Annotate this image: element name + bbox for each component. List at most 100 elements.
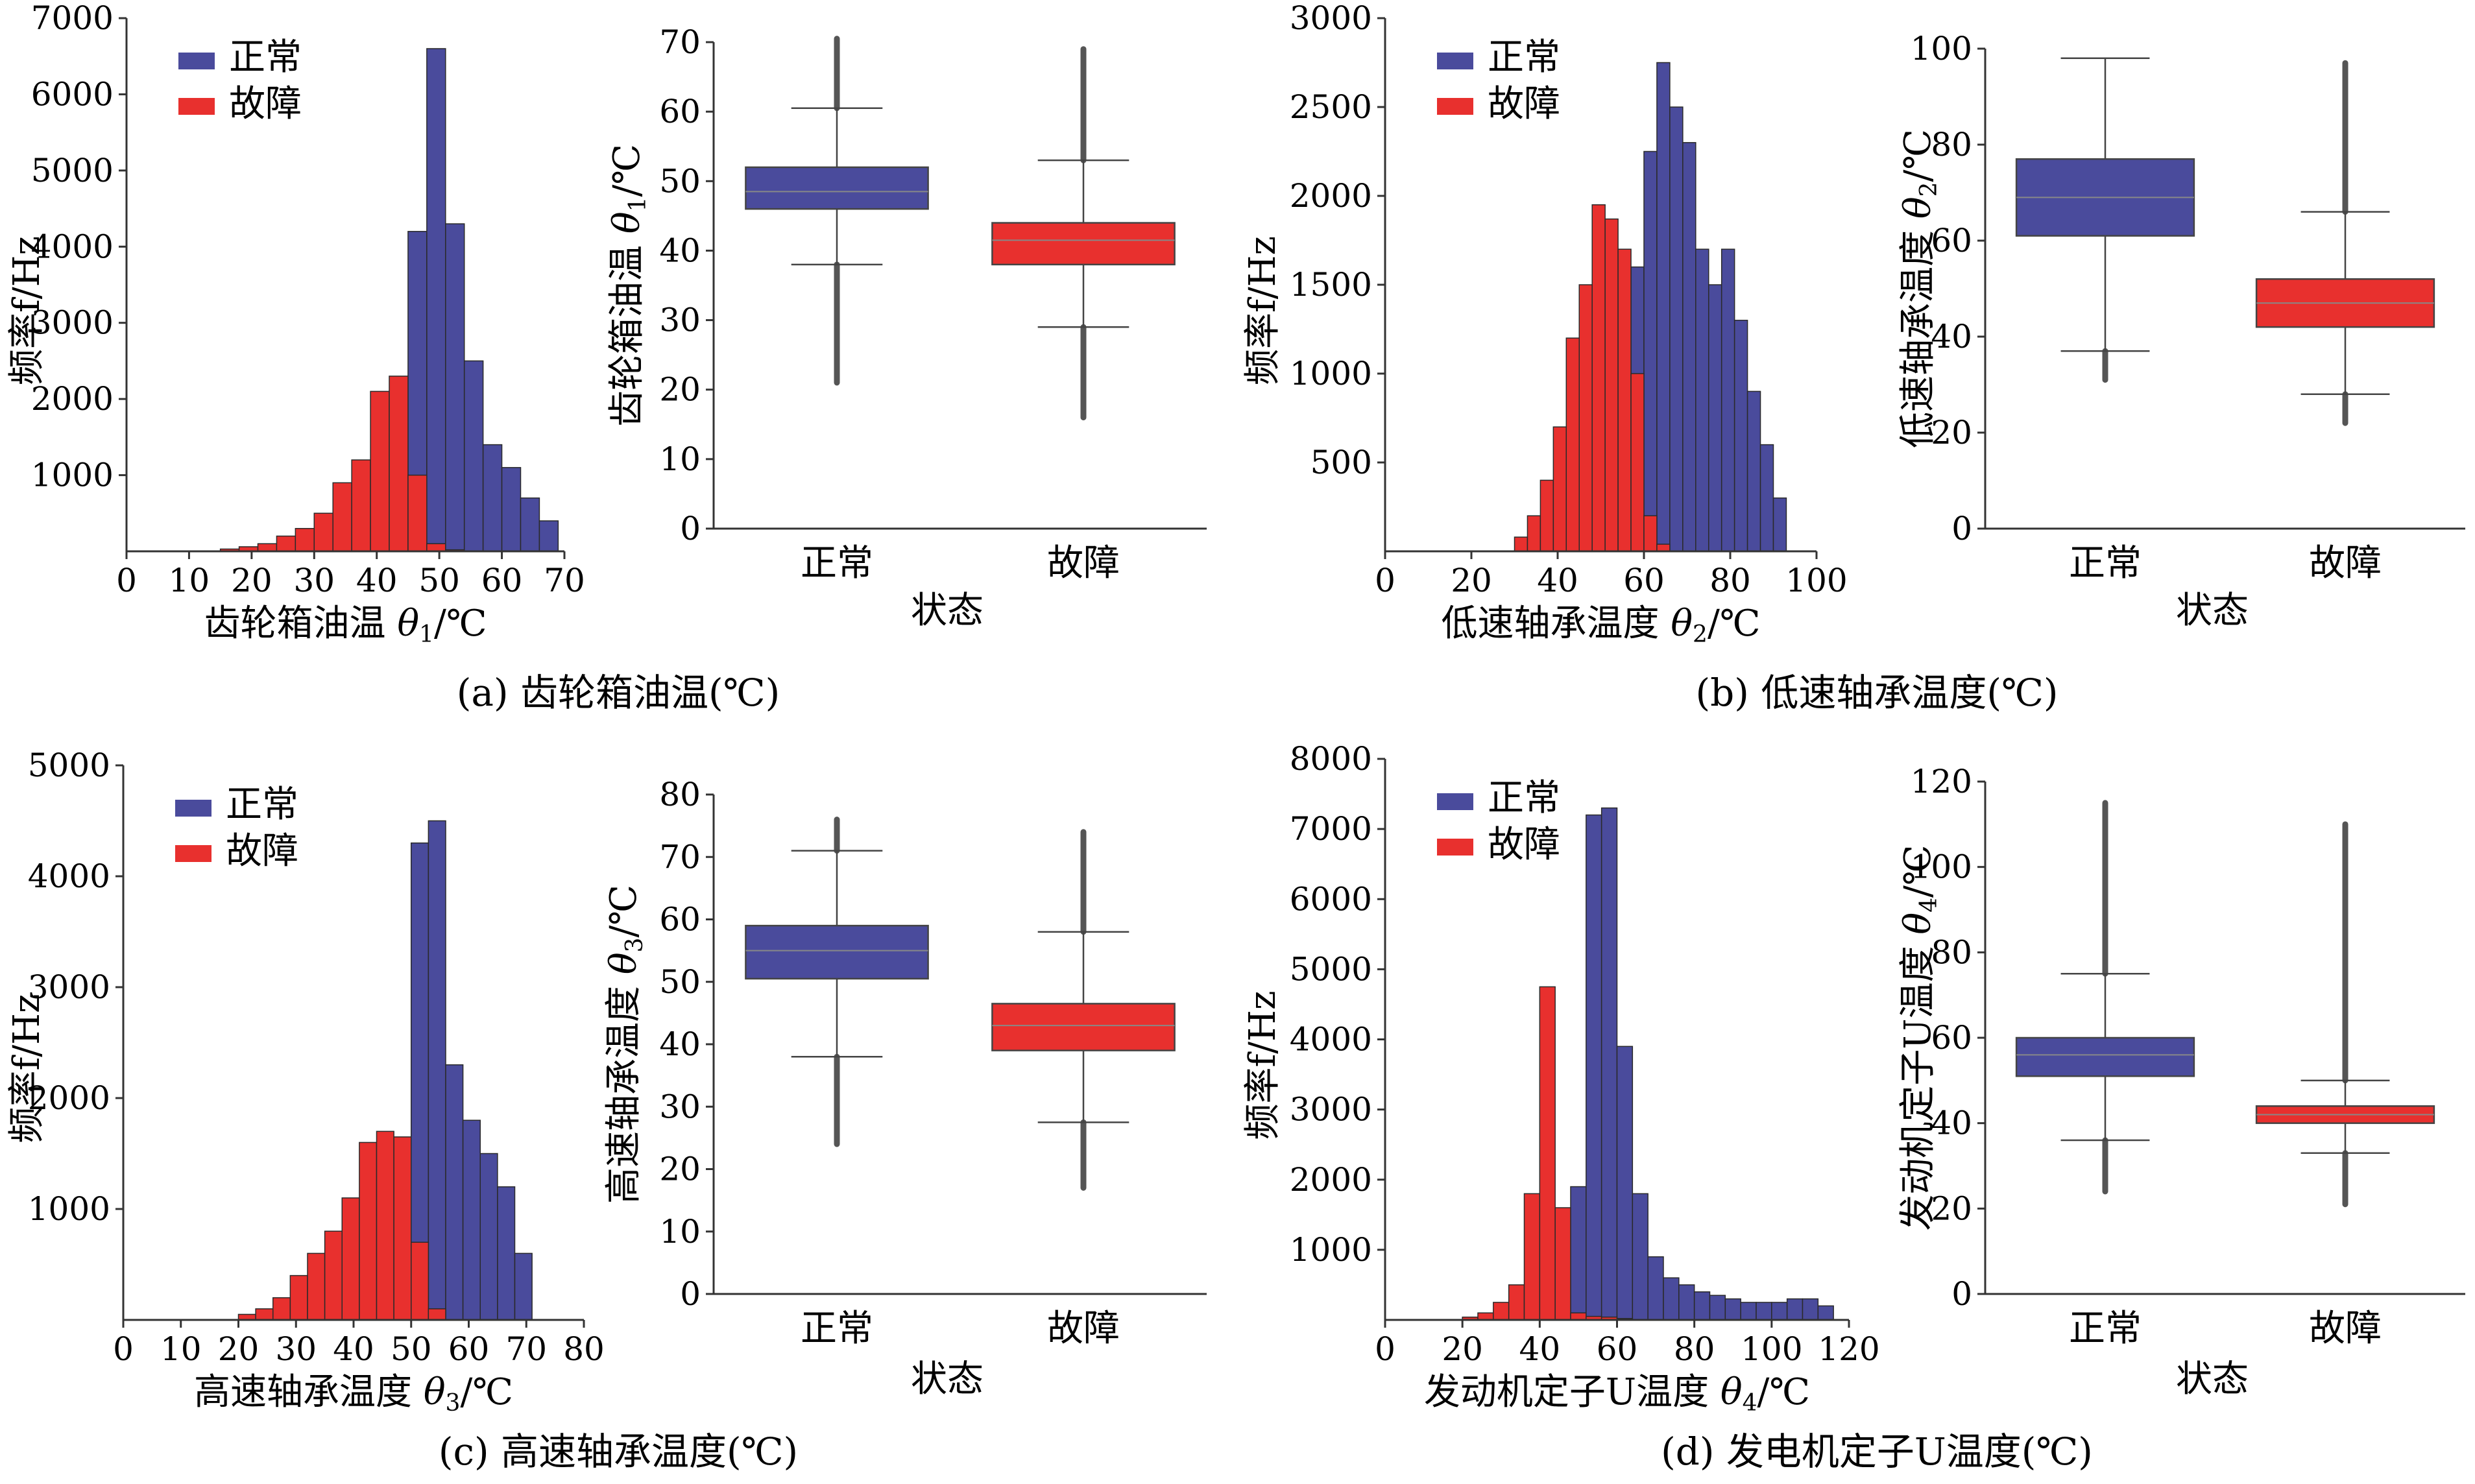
hist-bar-fault <box>411 1241 429 1321</box>
x-tick-label: 40 <box>356 562 398 599</box>
hist-bar-normal <box>1695 248 1709 552</box>
box-normal <box>745 166 929 210</box>
x-tick-label: 50 <box>418 562 460 599</box>
x-category-label-fault: 故障 <box>2309 542 2382 584</box>
y-tick-label: 40 <box>1931 1105 1972 1142</box>
x-tick-label: 30 <box>293 562 335 599</box>
x-tick-label: 40 <box>1519 1330 1561 1368</box>
x-tick-label: 0 <box>1375 1330 1395 1368</box>
legend-label-normal: 正常 <box>226 784 298 826</box>
x-axis-title: 低速轴承温度 θ2/℃ <box>1442 603 1761 648</box>
hist-bar-fault <box>351 459 371 552</box>
y-tick-label: 80 <box>1931 933 1972 971</box>
hist-bar-fault <box>1527 515 1541 552</box>
x-tick-label: 50 <box>391 1330 432 1368</box>
y-tick-label: 4000 <box>28 857 110 895</box>
y-tick-label: 3000 <box>1290 0 1372 37</box>
hist-bar-normal <box>426 48 446 552</box>
y-tick-label: 5000 <box>28 747 110 784</box>
hist-bar-normal <box>1772 497 1787 552</box>
y-tick-label: 60 <box>1931 1019 1972 1057</box>
y-tick-label: 100 <box>1911 30 1972 67</box>
hist-bar-fault <box>1591 204 1606 552</box>
y-tick-label: 0 <box>1951 1275 1972 1313</box>
y-tick-label: 60 <box>659 901 701 939</box>
y-tick-label: 20 <box>659 371 701 409</box>
hist-bar-fault <box>1565 337 1580 552</box>
hist-bar-fault <box>307 1252 326 1321</box>
hist-bar-normal <box>482 444 503 552</box>
y-tick-label: 30 <box>659 302 701 339</box>
x-tick-label: 30 <box>275 1330 317 1368</box>
caption-d: (d) 发电机定子U温度(℃) <box>1661 1430 2093 1474</box>
x-tick-label: 20 <box>218 1330 260 1368</box>
hist-bar-normal <box>1632 1193 1648 1321</box>
hist-bar-normal <box>1570 1186 1587 1321</box>
hist-bar-fault <box>1514 536 1528 552</box>
x-tick-label: 60 <box>481 562 523 599</box>
y-tick-label: 10 <box>659 1213 701 1251</box>
legend-swatch-normal <box>1437 53 1473 69</box>
caption-b: (b) 低速轴承温度(℃) <box>1696 671 2058 715</box>
hist-bar-normal <box>1817 1305 1834 1321</box>
hist-bar-normal <box>1759 444 1774 552</box>
x-tick-label: 20 <box>1442 1330 1483 1368</box>
hist-bar-normal <box>1802 1298 1819 1321</box>
y-tick-label: 8000 <box>1290 740 1372 778</box>
y-tick-label: 3000 <box>28 968 110 1006</box>
hist-bar-normal <box>1600 807 1618 1321</box>
y-tick-label: 60 <box>659 93 701 130</box>
histogram-low-speed-bearing-temp: 0 20 40 60 80 100 500 1000 1500 2000 2500 3000 正常故障低… <box>1242 0 1848 648</box>
y-tick-label: 70 <box>659 23 701 61</box>
legend-swatch-fault <box>1437 98 1473 115</box>
hist-bar-normal <box>514 1252 533 1321</box>
hist-bar-normal <box>479 1153 498 1321</box>
y-axis-title: 频率f/Hz <box>6 994 48 1143</box>
x-tick-label: 80 <box>1709 562 1751 599</box>
legend-swatch-fault <box>178 98 215 115</box>
legend-swatch-fault <box>175 845 211 862</box>
caption-a: (a) 齿轮箱油温(℃) <box>457 671 780 715</box>
y-tick-label: 6000 <box>31 75 114 113</box>
box-fault <box>991 222 1176 266</box>
hist-bar-fault <box>1630 373 1645 552</box>
legend-swatch-fault <box>1437 839 1473 856</box>
hist-bar-fault <box>1539 479 1554 552</box>
hist-bar-fault <box>289 1275 308 1321</box>
hist-bar-fault <box>1539 986 1556 1321</box>
hist-bar-normal <box>463 360 484 552</box>
hist-bar-fault <box>341 1197 360 1321</box>
hist-bar-normal <box>1740 1302 1757 1321</box>
legend-swatch-normal <box>178 53 215 69</box>
hist-bar-fault <box>376 1131 394 1321</box>
hist-bar-fault <box>257 543 278 552</box>
x-tick-label: 10 <box>160 1330 202 1368</box>
y-tick-label: 3000 <box>31 304 114 342</box>
hist-bar-fault <box>370 390 390 552</box>
hist-bar-normal <box>497 1186 516 1321</box>
hist-bar-fault <box>1477 1312 1494 1321</box>
x-tick-label: 70 <box>544 562 585 599</box>
x-category-label-fault: 故障 <box>2309 1308 2382 1350</box>
y-tick-label: 3000 <box>1290 1091 1372 1129</box>
x-tick-label: 0 <box>1375 562 1395 599</box>
box-normal <box>745 924 929 980</box>
y-tick-label: 50 <box>659 162 701 200</box>
x-tick-label: 20 <box>231 562 272 599</box>
legend-label-fault: 故障 <box>1488 824 1560 866</box>
hist-bar-fault <box>332 482 352 552</box>
x-category-label-fault: 故障 <box>1047 542 1120 584</box>
y-axis-title: 低速轴承温度 θ2/℃ <box>1897 129 1942 448</box>
hist-bar-fault <box>1554 1207 1571 1321</box>
hist-bar-fault <box>389 376 409 552</box>
hist-bar-normal <box>538 520 559 552</box>
hist-bar-normal <box>445 1064 464 1321</box>
y-tick-label: 0 <box>680 510 701 547</box>
y-tick-label: 0 <box>1951 510 1972 547</box>
x-category-label-normal: 正常 <box>801 542 873 584</box>
legend-label-fault: 故障 <box>226 830 298 872</box>
hist-bar-fault <box>1570 1312 1587 1321</box>
hist-bar-fault <box>313 512 333 552</box>
